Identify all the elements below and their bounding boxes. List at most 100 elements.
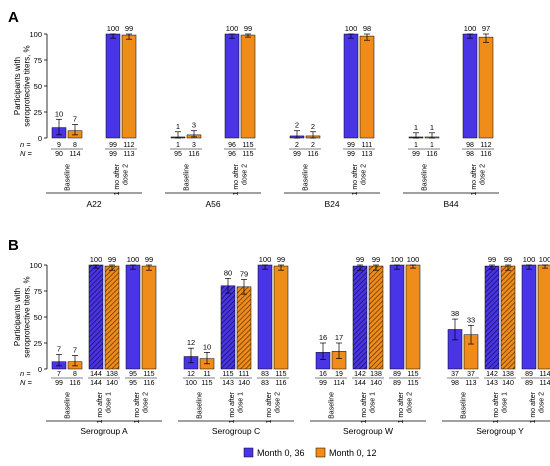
value-label: 99 xyxy=(244,24,252,33)
bar-serogroup-y-1-mo-after-dose-1-month-0-36 xyxy=(484,265,500,370)
n-value: 112 xyxy=(123,142,134,149)
N-value: 116 xyxy=(143,380,154,387)
value-label: 100 xyxy=(464,24,477,33)
bar-serogroup-a-1-mo-after-dose-2-month-0-36 xyxy=(125,264,141,370)
y-tick-label: 25 xyxy=(34,339,42,348)
value-label: 99 xyxy=(277,255,285,264)
bar-serogroup-w-1-mo-after-dose-1-month-0-12 xyxy=(368,265,384,370)
n-value: 37 xyxy=(451,371,459,378)
N-value: 89 xyxy=(525,380,533,387)
value-label: 100 xyxy=(226,24,239,33)
row-label-N: N = xyxy=(20,149,33,158)
timepoint-label-1-mo-after-dose-2: 1 mo after dose 2 xyxy=(398,391,414,423)
timepoint-label-1-mo-after-dose-1: 1 mo after dose 1 xyxy=(361,391,377,423)
N-value: 98 xyxy=(466,151,474,158)
y-tick-label: 75 xyxy=(34,56,42,65)
n-value: 83 xyxy=(261,371,269,378)
n-value: 1 xyxy=(414,142,418,149)
timepoint-label-baseline: Baseline xyxy=(65,392,72,419)
value-label: 1 xyxy=(176,122,180,131)
N-value: 99 xyxy=(347,151,355,158)
value-label: 99 xyxy=(145,255,153,264)
value-label: 99 xyxy=(372,255,380,264)
value-label: 79 xyxy=(240,270,248,279)
n-value: 98 xyxy=(466,142,474,149)
bar-serogroup-c-1-mo-after-dose-2-month-0-12 xyxy=(273,265,289,370)
n-value: 111 xyxy=(239,371,250,378)
N-value: 116 xyxy=(307,151,318,158)
N-value: 113 xyxy=(361,151,372,158)
bar-b44-1-mo-after-dose-2-month-0-36 xyxy=(462,33,478,139)
y-tick-label: 100 xyxy=(29,30,42,39)
timepoint-label-baseline: Baseline xyxy=(329,392,336,419)
y-tick-label: 0 xyxy=(38,134,42,143)
group-label-serogroup-a: Serogroup A xyxy=(80,426,128,436)
n-value: 138 xyxy=(106,371,118,378)
N-value: 99 xyxy=(293,151,301,158)
n-value: 12 xyxy=(187,371,195,378)
y-axis-title: Participants withseroprotective titers, … xyxy=(13,276,32,357)
timepoint-label-1-mo-after-dose-2: 1 mo after dose 2 xyxy=(471,163,487,195)
bar-serogroup-w-1-mo-after-dose-1-month-0-36 xyxy=(352,265,368,370)
N-value: 115 xyxy=(407,380,418,387)
value-label: 99 xyxy=(504,255,512,264)
y-tick-label: 75 xyxy=(34,287,42,296)
n-value: 3 xyxy=(192,142,196,149)
value-label: 10 xyxy=(203,342,211,351)
bar-serogroup-y-1-mo-after-dose-2-month-0-12 xyxy=(537,264,550,370)
group-label-a22: A22 xyxy=(86,199,101,209)
timepoint-label-1-mo-after-dose-2: 1 mo after dose 2 xyxy=(114,163,130,195)
value-label: 100 xyxy=(391,255,404,264)
N-value: 99 xyxy=(319,380,327,387)
N-value: 83 xyxy=(261,380,269,387)
n-value: 115 xyxy=(143,371,154,378)
group-label-b24: B24 xyxy=(324,199,339,209)
N-value: 115 xyxy=(242,151,253,158)
value-label: 100 xyxy=(259,255,272,264)
bar-a56-1-mo-after-dose-2-month-0-36 xyxy=(224,33,240,139)
N-value: 140 xyxy=(106,380,118,387)
value-label: 100 xyxy=(539,255,550,264)
N-value: 116 xyxy=(188,151,199,158)
bar-a22-1-mo-after-dose-2-month-0-36 xyxy=(105,33,121,139)
n-value: 111 xyxy=(362,142,373,149)
bar-serogroup-y-1-mo-after-dose-2-month-0-36 xyxy=(521,264,537,370)
bar-serogroup-w-1-mo-after-dose-2-month-0-12 xyxy=(405,264,421,370)
n-value: 16 xyxy=(319,371,327,378)
timepoint-label-baseline: Baseline xyxy=(461,392,468,419)
n-value: 1 xyxy=(176,142,180,149)
N-value: 89 xyxy=(393,380,401,387)
value-label: 100 xyxy=(407,255,420,264)
N-value: 140 xyxy=(370,380,382,387)
n-value: 37 xyxy=(467,371,475,378)
bar-b44-1-mo-after-dose-2-month-0-12 xyxy=(478,36,494,139)
timepoint-label-1-mo-after-dose-1: 1 mo after dose 1 xyxy=(229,391,245,423)
n-value: 115 xyxy=(275,371,286,378)
bar-serogroup-c-1-mo-after-dose-1-month-0-36 xyxy=(220,285,236,370)
value-label: 3 xyxy=(192,121,196,130)
N-value: 95 xyxy=(129,380,137,387)
N-value: 116 xyxy=(275,380,286,387)
bar-a22-1-mo-after-dose-2-month-0-12 xyxy=(121,34,137,139)
value-label: 99 xyxy=(488,255,496,264)
n-value: 138 xyxy=(502,371,514,378)
value-label: 7 xyxy=(73,114,77,123)
value-label: 7 xyxy=(73,345,77,354)
value-label: 2 xyxy=(295,121,299,130)
y-tick-label: 0 xyxy=(38,365,42,374)
N-value: 90 xyxy=(55,151,63,158)
row-label-n: n = xyxy=(20,140,31,149)
bar-serogroup-a-1-mo-after-dose-2-month-0-12 xyxy=(141,265,157,370)
timepoint-label-1-mo-after-dose-2: 1 mo after dose 2 xyxy=(266,391,282,423)
value-label: 99 xyxy=(108,255,116,264)
N-value: 100 xyxy=(185,380,197,387)
legend-swatch-month-0-36 xyxy=(243,447,254,458)
N-value: 144 xyxy=(90,380,102,387)
timepoint-label-baseline: Baseline xyxy=(422,164,429,191)
n-value: 96 xyxy=(228,142,236,149)
bar-serogroup-a-1-mo-after-dose-1-month-0-36 xyxy=(88,264,104,370)
n-value: 99 xyxy=(347,142,355,149)
value-label: 7 xyxy=(57,344,61,353)
n-value: 7 xyxy=(57,371,61,378)
legend-label-month-0-12: Month 0, 12 xyxy=(329,448,377,458)
